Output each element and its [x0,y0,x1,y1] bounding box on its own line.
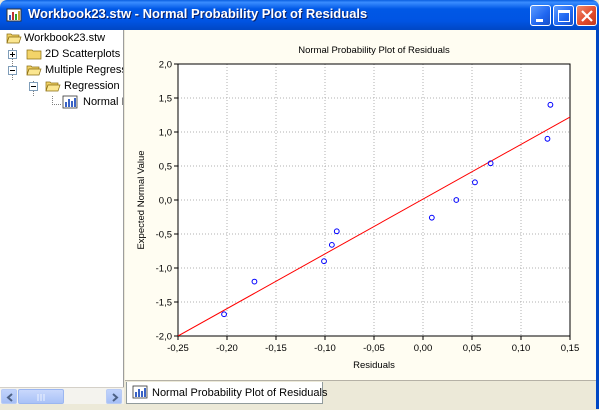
maximize-button[interactable] [553,5,574,26]
chart-document[interactable]: -0,25 -0,20 -0,15 -0,10 -0,05 0,00 0,05 0,10 0,1… [125,30,599,387]
scroll-left-button[interactable] [1,389,17,404]
workbook-icon [6,8,22,22]
arrow-right-icon [112,393,119,402]
tree-item-label: Regression [64,80,120,92]
graph-icon [132,385,148,399]
expand-plus-icon[interactable] [8,50,17,59]
arrow-left-icon [6,393,13,402]
grip-icon [37,394,45,401]
minimize-icon [536,19,543,22]
data-point [544,135,551,142]
data-point [453,197,460,203]
x-tick-label: 0,05 [463,343,482,354]
workbook-tree[interactable]: Workbook23.stw 2D Scatterplots Multiple … [0,30,124,387]
chart-frame: -0,25 -0,20 -0,15 -0,10 -0,05 0,00 0,05 0,10 0,1… [130,38,594,383]
scroll-thumb[interactable] [18,389,64,404]
y-tick-label: 1,5 [159,94,172,105]
chart-title: Normal Probability Plot of Residuals [298,45,450,56]
y-tick-label: 1,0 [159,128,172,139]
folder-open-icon [6,33,22,44]
folder-icon [26,49,42,60]
y-tick-label: -0,5 [156,230,172,241]
y-axis-label: Expected Normal Value [136,150,147,249]
x-tick-label: -0,15 [265,343,287,354]
folder-open-icon [26,65,42,76]
graph-icon [62,95,78,109]
x-tick-label: 0,00 [414,343,433,354]
y-tick-label: 0,5 [159,162,172,173]
tab-normal-probability-plot[interactable]: Normal Probability Plot of Residuals [126,382,327,404]
fit-line [178,116,570,336]
tree-item-multiple-regression[interactable]: Multiple Regress [0,62,124,78]
tree-connector [52,104,61,105]
x-tick-label: -0,20 [216,343,238,354]
data-point [333,228,340,235]
tree-item-label: Multiple Regress [45,64,124,76]
close-button[interactable] [576,5,597,26]
data-point [472,179,478,186]
tree-item-normal-plot[interactable]: Normal I [0,94,124,110]
data-point [428,214,435,221]
collapse-minus-icon[interactable] [29,82,38,91]
plot-border [177,63,571,337]
data-point [221,311,227,318]
x-axis-label: Residuals [353,360,395,371]
y-tick-label: -1,5 [156,298,172,309]
close-icon [581,10,593,22]
normal-probability-chart[interactable]: -0,25 -0,20 -0,15 -0,10 -0,05 0,00 0,05 0,10 0,1… [130,38,594,383]
tree-item-label: Normal I [83,96,124,108]
y-tick-label: -2,0 [156,332,172,343]
data-point [321,258,327,265]
y-tick-label: 2,0 [159,60,172,71]
scroll-right-button[interactable] [106,389,122,404]
folder-open-icon [45,81,61,92]
data-point [251,278,258,285]
x-tick-label: -0,10 [314,343,336,354]
x-tick-label: 0,15 [561,343,580,354]
title-bar[interactable]: Workbook23.stw - Normal Probability Plot… [0,0,599,30]
tree-connector [12,48,13,80]
tab-label: Normal Probability Plot of Residuals [152,387,328,399]
minimize-button[interactable] [530,5,551,26]
window-border [596,30,599,409]
tree-connector [52,96,53,105]
tree-item-scatterplots[interactable]: 2D Scatterplots [0,46,123,62]
tree-item-root[interactable]: Workbook23.stw [0,30,123,46]
maximize-icon [558,10,570,22]
tree-horizontal-scrollbar[interactable] [0,387,124,404]
tree-item-regression[interactable]: Regression [0,78,123,94]
x-tick-label: -0,25 [167,343,189,354]
tree-item-label: 2D Scatterplots [45,48,121,60]
x-tick-label: -0,05 [363,343,385,354]
y-tick-label: 0,0 [159,196,172,207]
document-tabs: Normal Probability Plot of Residuals [125,380,596,406]
collapse-minus-icon[interactable] [8,66,17,75]
data-point [547,101,554,108]
window-title: Workbook23.stw - Normal Probability Plot… [28,6,368,21]
data-point [487,160,494,167]
y-tick-label: -1,0 [156,264,172,275]
tree-item-label: Workbook23.stw [24,32,106,44]
data-point [328,241,335,248]
x-tick-label: 0,10 [512,343,531,354]
